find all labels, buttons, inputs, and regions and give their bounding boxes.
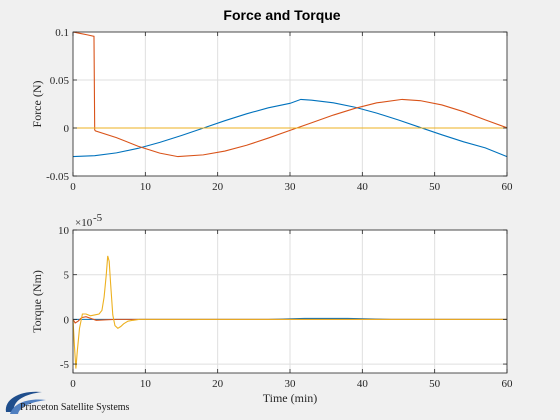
y-tick-label: -5 (60, 359, 70, 371)
logo-swoosh-inner-icon (10, 399, 46, 414)
x-tick-label: 50 (429, 378, 441, 390)
x-tick-label: 40 (357, 181, 369, 193)
y-tick-label: 5 (64, 270, 70, 282)
figure-title: Force and Torque (223, 7, 340, 23)
princeton-satellite-systems-logo: Princeton Satellite Systems (5, 391, 130, 414)
y-tick-label: 0.05 (50, 75, 70, 87)
x-tick-label: 60 (502, 378, 514, 390)
x-tick-label: 20 (212, 378, 224, 390)
logo-text: Princeton Satellite Systems (20, 402, 130, 413)
y-tick-label: 10 (58, 225, 70, 237)
x-tick-label: 20 (212, 181, 224, 193)
x-tick-label: 0 (70, 181, 76, 193)
x-tick-label: 30 (285, 378, 297, 390)
logo-swoosh-icon (5, 391, 42, 412)
x-tick-label: 40 (357, 378, 369, 390)
x-tick-label: 0 (70, 378, 76, 390)
x-tick-label: 10 (140, 378, 152, 390)
x-axis-label: Time (min) (263, 391, 318, 405)
x-tick-label: 10 (140, 181, 152, 193)
series-line-2 (72, 255, 507, 369)
y-tick-label: -0.05 (46, 171, 69, 183)
x-tick-label: 60 (502, 181, 514, 193)
y-exponent-power: -5 (93, 212, 103, 224)
series-line-0 (72, 98, 508, 158)
y-tick-label: 0.1 (55, 27, 69, 39)
y-axis-label: Force (N) (30, 81, 44, 128)
y-exponent-label: ×10 (75, 217, 93, 229)
x-tick-label: 50 (429, 181, 441, 193)
series-line-1 (72, 31, 508, 158)
y-tick-label: 0 (64, 314, 70, 326)
x-tick-label: 30 (285, 181, 297, 193)
y-axis-label: Torque (Nm) (30, 270, 44, 333)
y-tick-label: 0 (64, 123, 70, 135)
